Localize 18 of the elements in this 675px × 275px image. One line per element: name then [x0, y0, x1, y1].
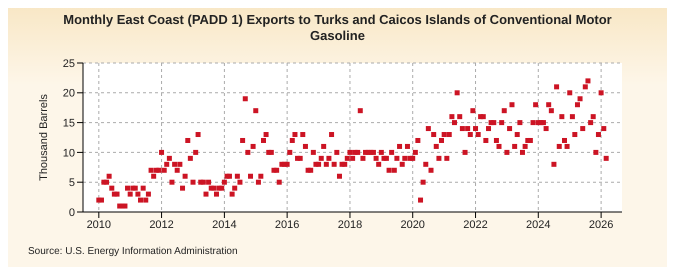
x-tick-label: 2018 — [338, 218, 362, 231]
y-axis-title: Thousand Barrels — [38, 94, 50, 181]
x-tick-label: 2022 — [463, 218, 488, 231]
y-tick-label: 20 — [62, 88, 75, 100]
y-tick-label: 15 — [62, 118, 75, 130]
x-tick-label: 2016 — [274, 218, 300, 231]
y-tick-label: 0 — [68, 206, 75, 219]
x-tick-label: 2010 — [86, 218, 112, 231]
y-tick-label: 25 — [62, 58, 75, 70]
chart-title: Monthly East Coast (PADD 1) Exports to Turks and Caicos Islands of Conventional Motor Gasoline — [62, 12, 613, 44]
x-tick-label: 2024 — [526, 218, 551, 231]
x-tick-label: 2026 — [588, 218, 614, 231]
x-tick-label: 2012 — [149, 218, 174, 231]
source-note: Source: U.S. Energy Information Administration — [28, 246, 238, 257]
y-tick-label: 10 — [62, 147, 75, 160]
x-tick-label: 2014 — [212, 218, 237, 231]
y-tick-label: 5 — [68, 177, 75, 190]
x-tick-label: 2020 — [400, 218, 425, 231]
